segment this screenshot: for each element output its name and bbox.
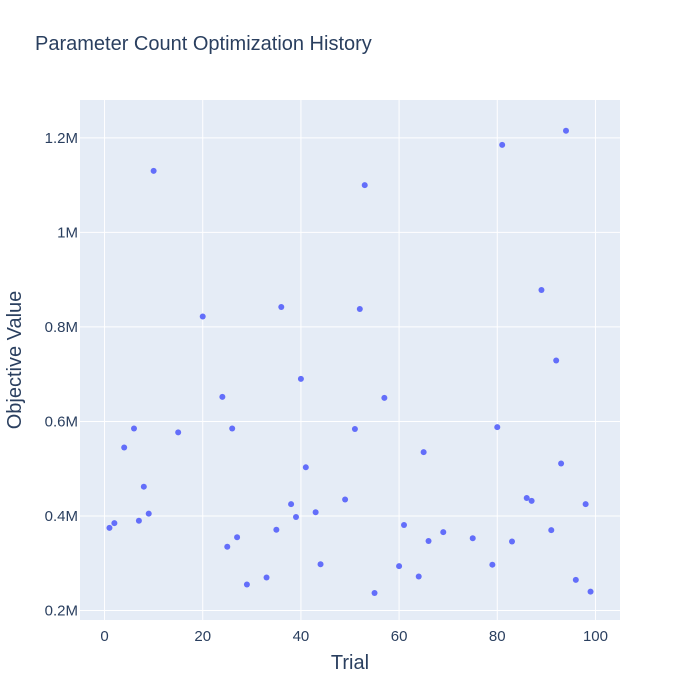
data-point[interactable]: [224, 543, 231, 550]
x-tick-label: 40: [293, 628, 310, 645]
data-point[interactable]: [469, 535, 476, 542]
x-tick-label: 60: [391, 628, 408, 645]
data-point[interactable]: [317, 561, 324, 568]
data-point[interactable]: [425, 538, 432, 545]
y-tick-label: 1M: [57, 224, 78, 241]
x-axis-title: Trial: [331, 652, 369, 674]
data-point[interactable]: [106, 524, 113, 531]
data-point[interactable]: [356, 305, 363, 312]
data-point[interactable]: [528, 497, 535, 504]
y-tick-labels: 0.2M 0.4M 0.6M 0.8M 1M 1.2M: [45, 130, 78, 620]
data-point[interactable]: [401, 521, 407, 528]
data-point[interactable]: [558, 460, 565, 467]
data-point[interactable]: [548, 527, 555, 534]
data-point[interactable]: [538, 287, 545, 294]
data-point[interactable]: [509, 538, 515, 545]
y-tick-label: 0.6M: [45, 413, 78, 430]
y-axis-title: Objective Value: [4, 291, 26, 430]
data-point[interactable]: [371, 590, 378, 597]
x-tick-label: 20: [194, 628, 211, 645]
y-tick-label: 0.4M: [45, 508, 78, 525]
data-point[interactable]: [489, 561, 496, 568]
data-point[interactable]: [278, 304, 285, 311]
data-point[interactable]: [199, 313, 206, 320]
data-point[interactable]: [361, 182, 368, 189]
data-point[interactable]: [553, 357, 560, 364]
x-tick-label: 80: [489, 628, 506, 645]
data-point[interactable]: [175, 429, 182, 436]
data-point[interactable]: [288, 501, 295, 508]
data-point[interactable]: [111, 520, 118, 527]
data-point[interactable]: [131, 425, 137, 432]
data-point[interactable]: [293, 513, 299, 520]
data-point[interactable]: [297, 375, 304, 382]
data-point[interactable]: [150, 167, 157, 174]
data-point[interactable]: [145, 510, 152, 517]
data-point[interactable]: [263, 574, 270, 581]
y-tick-label: 1.2M: [45, 130, 78, 147]
y-tick-label: 0.2M: [45, 603, 78, 620]
data-point[interactable]: [121, 444, 128, 451]
data-point[interactable]: [440, 529, 447, 536]
data-point[interactable]: [523, 495, 530, 502]
y-gridlines: [80, 137, 620, 612]
data-point[interactable]: [582, 501, 589, 508]
data-point[interactable]: [234, 534, 241, 541]
data-point[interactable]: [494, 424, 501, 431]
x-tick-label: 100: [583, 628, 608, 645]
y-tick-label: 0.8M: [45, 319, 78, 336]
data-point[interactable]: [415, 573, 422, 580]
data-point[interactable]: [273, 526, 280, 533]
data-point[interactable]: [229, 425, 236, 432]
x-tick-label: 0: [100, 628, 108, 645]
data-point[interactable]: [396, 563, 403, 570]
data-point[interactable]: [342, 496, 349, 503]
x-tick-labels: 0 20 40 60 80 100: [100, 628, 608, 645]
data-point[interactable]: [243, 581, 250, 588]
data-point[interactable]: [420, 449, 427, 456]
data-point[interactable]: [312, 509, 319, 516]
data-point[interactable]: [135, 517, 142, 524]
data-point[interactable]: [140, 483, 147, 490]
data-point[interactable]: [499, 141, 506, 148]
data-point[interactable]: [563, 127, 569, 134]
data-point[interactable]: [219, 393, 226, 400]
chart-title: Parameter Count Optimization History: [35, 33, 372, 55]
data-point[interactable]: [381, 394, 388, 401]
data-point[interactable]: [587, 588, 594, 595]
data-point[interactable]: [302, 464, 309, 471]
x-gridlines: [104, 100, 596, 620]
data-points: [106, 127, 594, 597]
plot-area: [80, 100, 620, 620]
data-point[interactable]: [572, 576, 579, 583]
data-point[interactable]: [351, 426, 358, 433]
